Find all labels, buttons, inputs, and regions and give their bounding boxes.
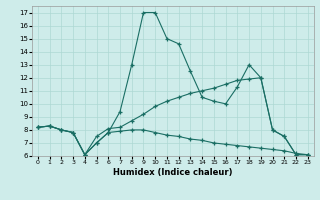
X-axis label: Humidex (Indice chaleur): Humidex (Indice chaleur)	[113, 168, 233, 177]
